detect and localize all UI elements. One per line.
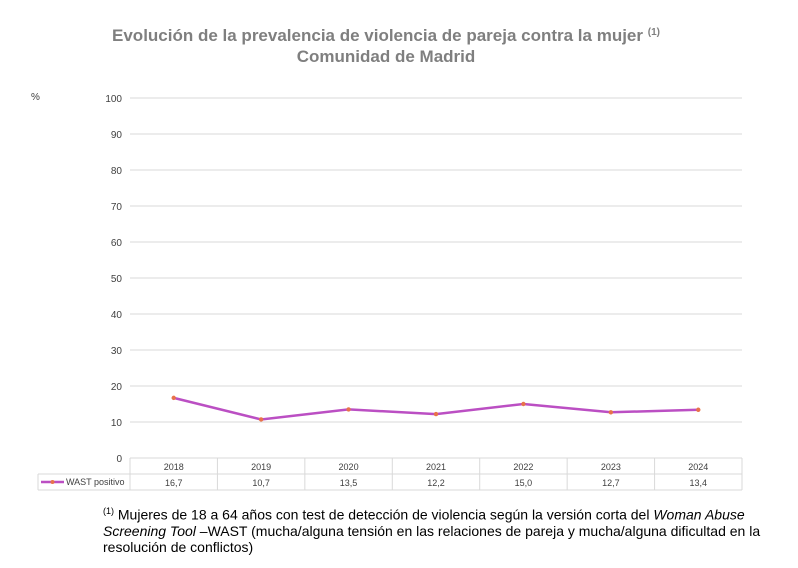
data-point <box>696 407 701 412</box>
legend-marker <box>50 480 55 484</box>
y-axis-label: % <box>31 92 40 103</box>
data-point <box>258 417 264 422</box>
y-tick-label: 100 <box>105 94 122 105</box>
x-tick-label: 2022 <box>513 462 533 472</box>
footnote-text: Mujeres de 18 a 64 años con test de dete… <box>114 506 654 523</box>
data-label: 15,0 <box>515 478 533 488</box>
footnote-mark: (1) <box>103 506 114 516</box>
data-label: 12,7 <box>602 478 620 488</box>
x-tick-label: 2019 <box>251 462 271 472</box>
x-tick-label: 2024 <box>688 462 708 472</box>
legend-label: WAST positivo <box>66 477 125 487</box>
data-label: 13,4 <box>690 478 708 488</box>
chart-subtitle: Comunidad de Madrid <box>296 47 476 66</box>
line-chart: 0 10 20 30 40 50 60 70 80 90 100 2018 16,7 2019 10,7 20… <box>37 94 743 491</box>
data-point <box>608 410 614 415</box>
x-tick-label: 2020 <box>339 462 359 472</box>
data-label: 10,7 <box>252 478 270 488</box>
y-tick-label: 60 <box>111 238 123 249</box>
x-tick-label: 2021 <box>426 462 446 472</box>
y-tick-label: 0 <box>116 454 122 465</box>
x-tick-label: 2023 <box>601 462 621 472</box>
title-text: Evolución de la prevalencia de violencia… <box>112 26 643 45</box>
footnote-italic: Woman Abuse Screening Tool <box>103 506 745 539</box>
data-point <box>433 411 439 417</box>
y-tick-label: 10 <box>111 418 123 429</box>
data-point <box>346 407 351 412</box>
y-tick-label: 90 <box>111 130 123 141</box>
data-label: 13,5 <box>340 478 358 488</box>
chart-title: Evolución de la prevalencia de violencia… <box>0 26 772 46</box>
y-tick-label: 70 <box>111 202 123 213</box>
data-label: 12,2 <box>427 478 445 488</box>
title-note: (1) <box>647 27 660 38</box>
y-tick-label: 20 <box>111 382 123 393</box>
y-tick-label: 50 <box>111 274 123 285</box>
y-tick-label: 80 <box>111 166 123 177</box>
data-point <box>521 401 526 407</box>
footnote-text-2: –WAST (mucha/alguna tensión en las relac… <box>103 522 761 555</box>
data-label: 16,7 <box>165 478 183 488</box>
x-tick-label: 2018 <box>164 462 184 472</box>
footnote: (1) Mujeres de 18 a 64 años con test de … <box>103 503 773 555</box>
y-tick-label: 30 <box>111 346 123 357</box>
y-tick-label: 40 <box>111 310 123 321</box>
data-point <box>171 395 176 401</box>
